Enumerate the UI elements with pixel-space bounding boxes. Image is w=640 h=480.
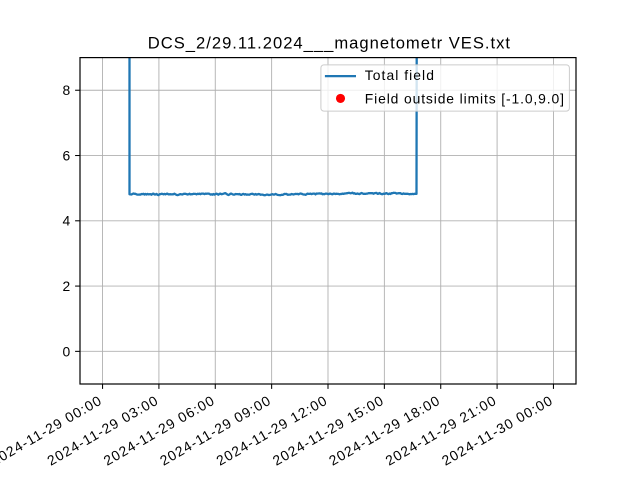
svg-text:4: 4 (62, 213, 70, 229)
svg-text:DCS_2/29.11.2024___magnetometr: DCS_2/29.11.2024___magnetometr VES.txt (148, 34, 511, 53)
svg-text:2: 2 (62, 278, 70, 294)
svg-text:6: 6 (62, 147, 70, 163)
svg-text:8: 8 (62, 82, 70, 98)
svg-text:Total field: Total field (365, 67, 435, 83)
svg-text:Field outside limits [-1.0,9.0: Field outside limits [-1.0,9.0] (365, 90, 565, 106)
svg-text:0: 0 (62, 343, 70, 359)
